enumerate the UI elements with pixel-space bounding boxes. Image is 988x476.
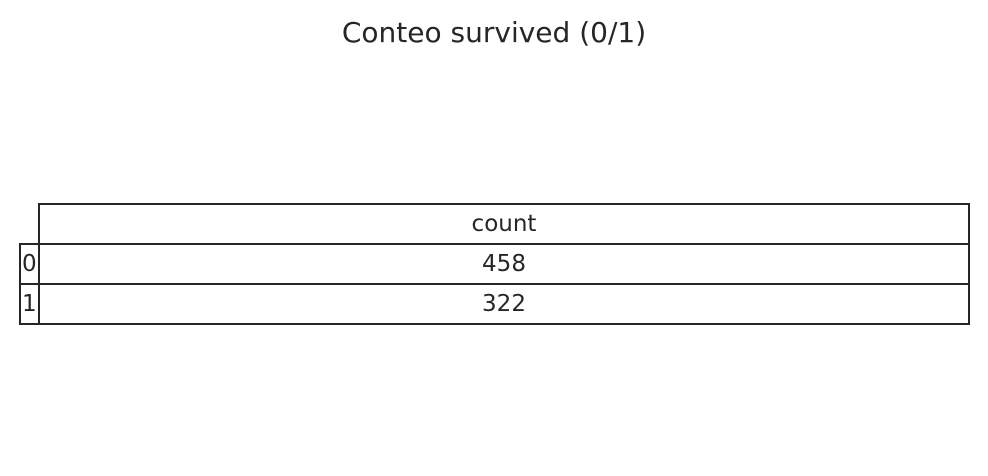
row-label-0: 0 bbox=[19, 243, 40, 285]
table-cell-count-1: 322 bbox=[38, 283, 970, 325]
column-header-count: count bbox=[38, 203, 970, 245]
row-label-1: 1 bbox=[19, 283, 40, 325]
table-cell-count-0: 458 bbox=[38, 243, 970, 285]
chart-title: Conteo survived (0/1) bbox=[341, 16, 647, 49]
